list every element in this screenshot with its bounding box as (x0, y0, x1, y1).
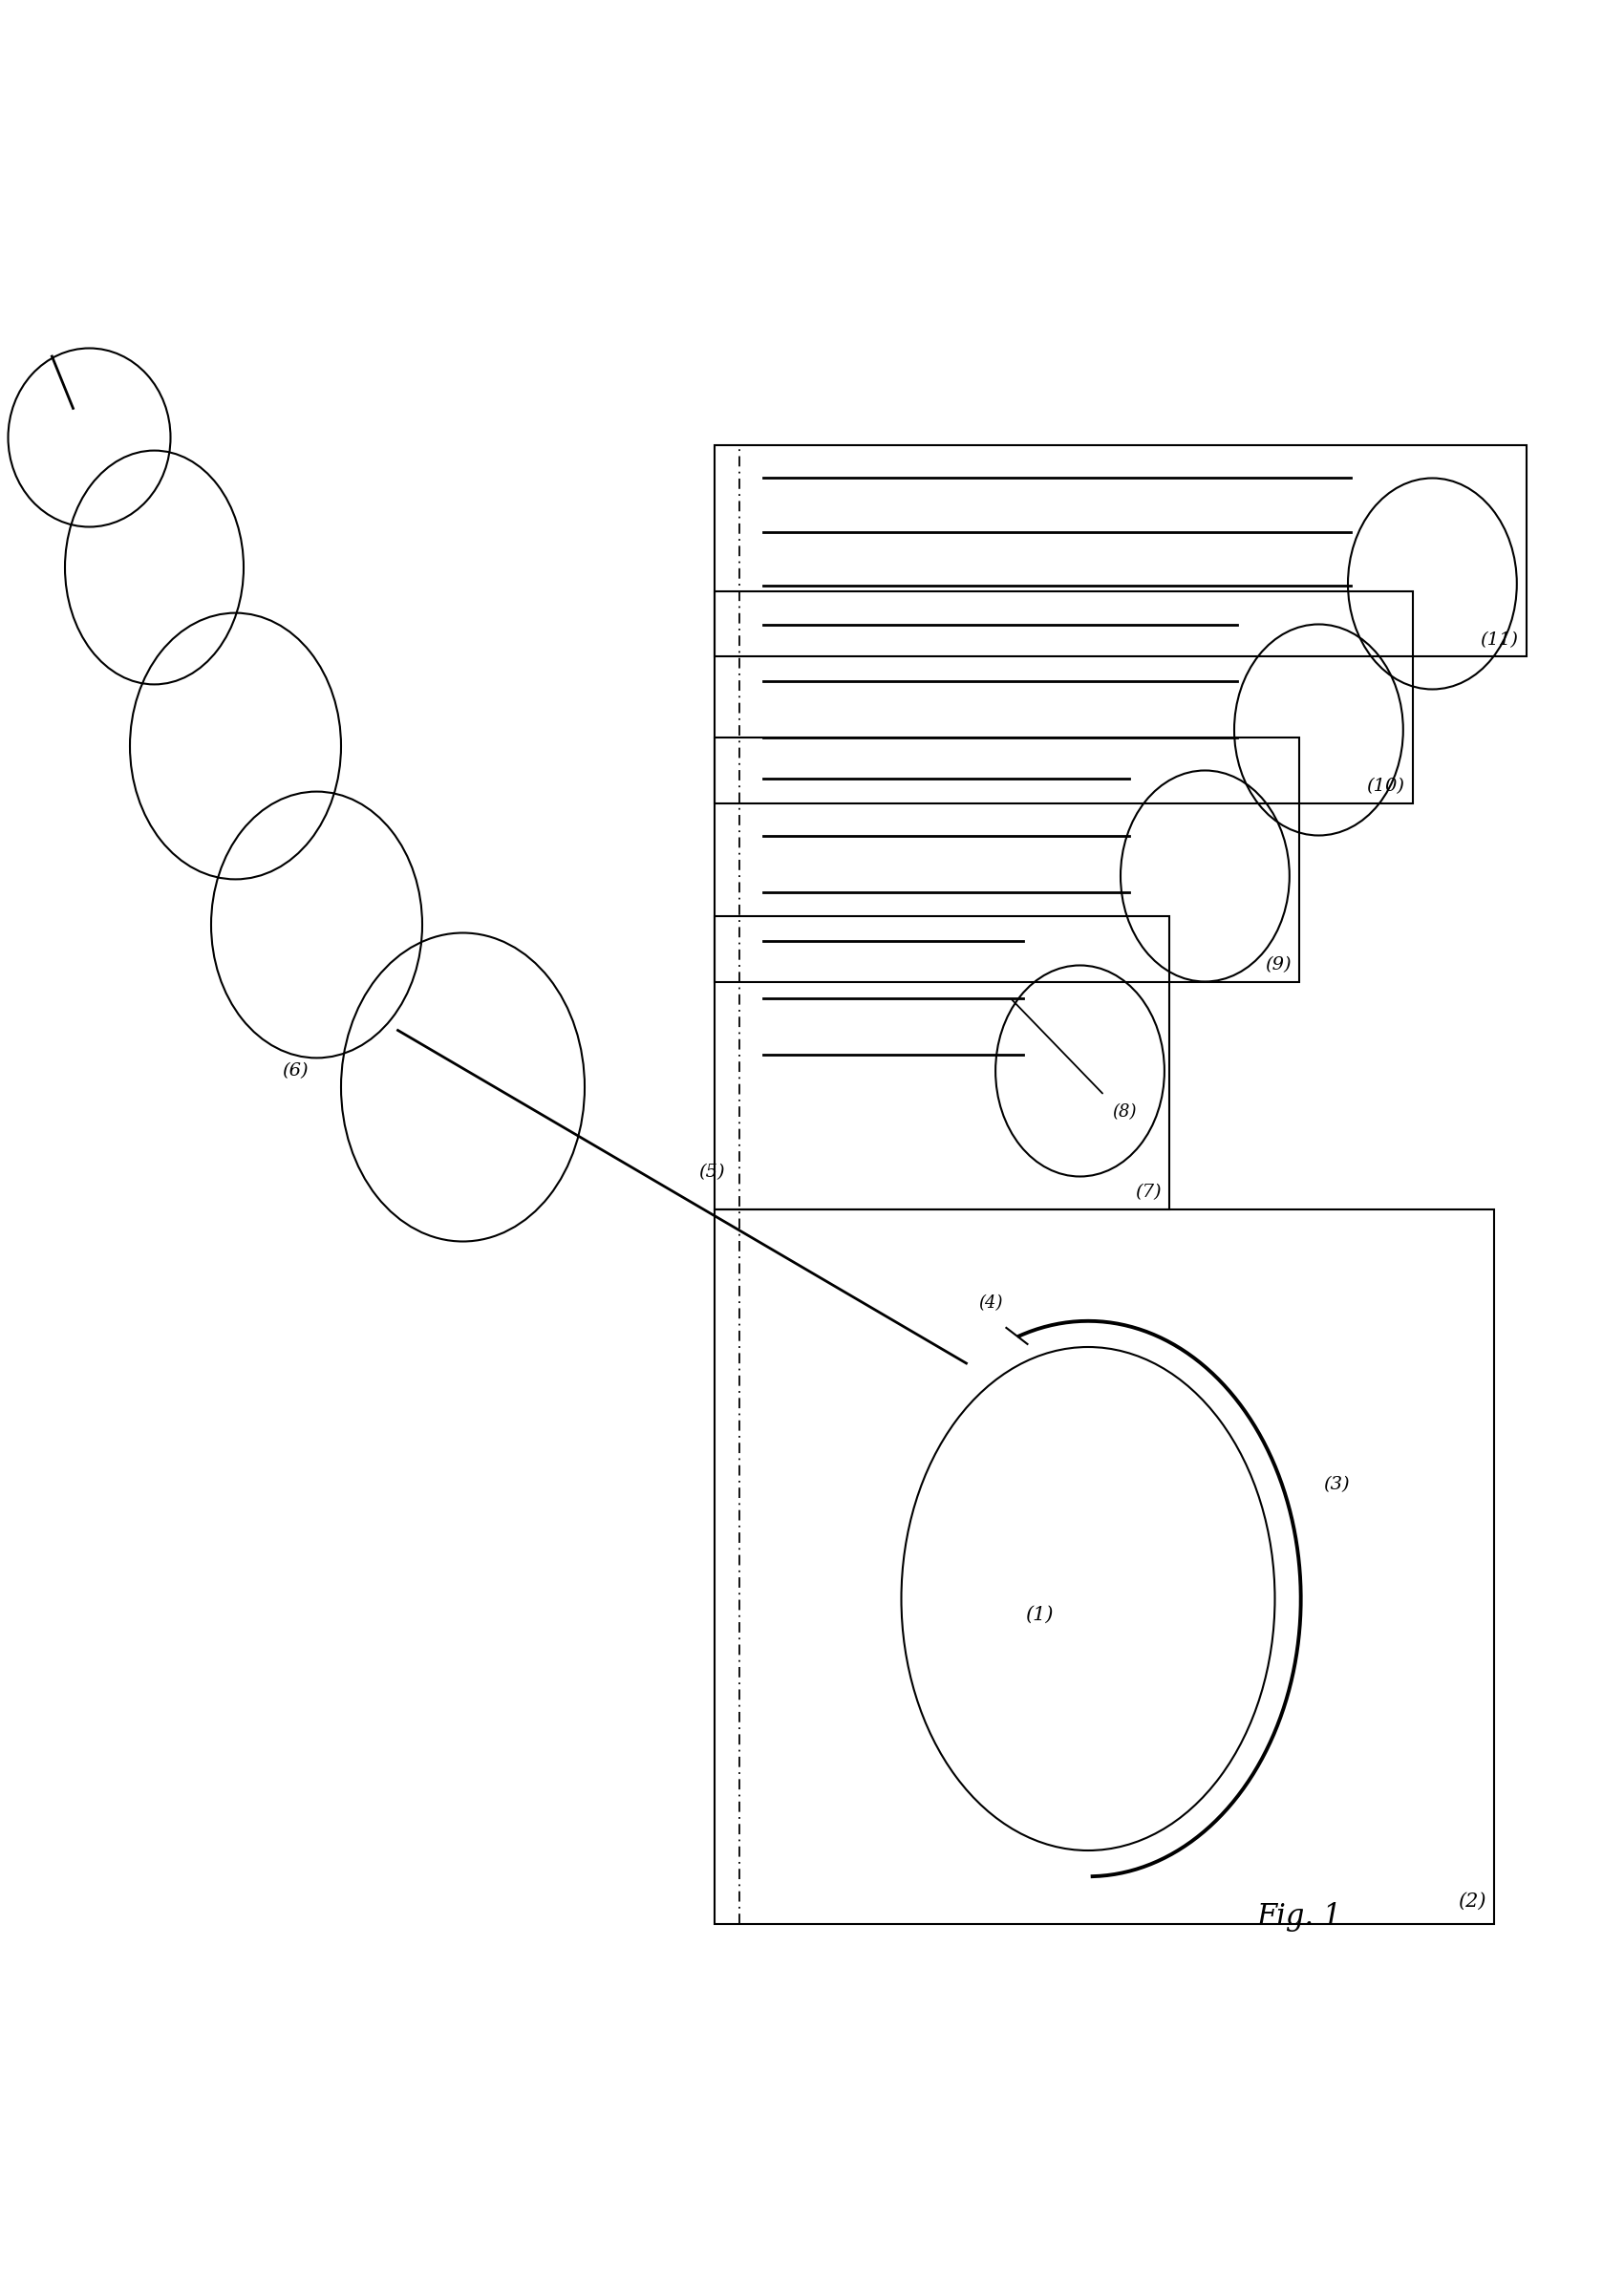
Text: (3): (3) (1324, 1476, 1350, 1494)
Text: (2): (2) (1458, 1892, 1486, 1910)
Text: (9): (9) (1265, 956, 1291, 972)
Text: (1): (1) (1025, 1606, 1054, 1624)
Text: Fig. 1: Fig. 1 (1257, 1901, 1341, 1931)
Text: (8): (8) (1112, 1103, 1137, 1121)
Text: (6): (6) (283, 1062, 309, 1080)
Text: (4): (4) (979, 1295, 1004, 1311)
Text: (10): (10) (1366, 778, 1405, 794)
Text: (5): (5) (698, 1162, 724, 1181)
Text: (7): (7) (1135, 1183, 1161, 1201)
Text: (11): (11) (1479, 631, 1518, 650)
